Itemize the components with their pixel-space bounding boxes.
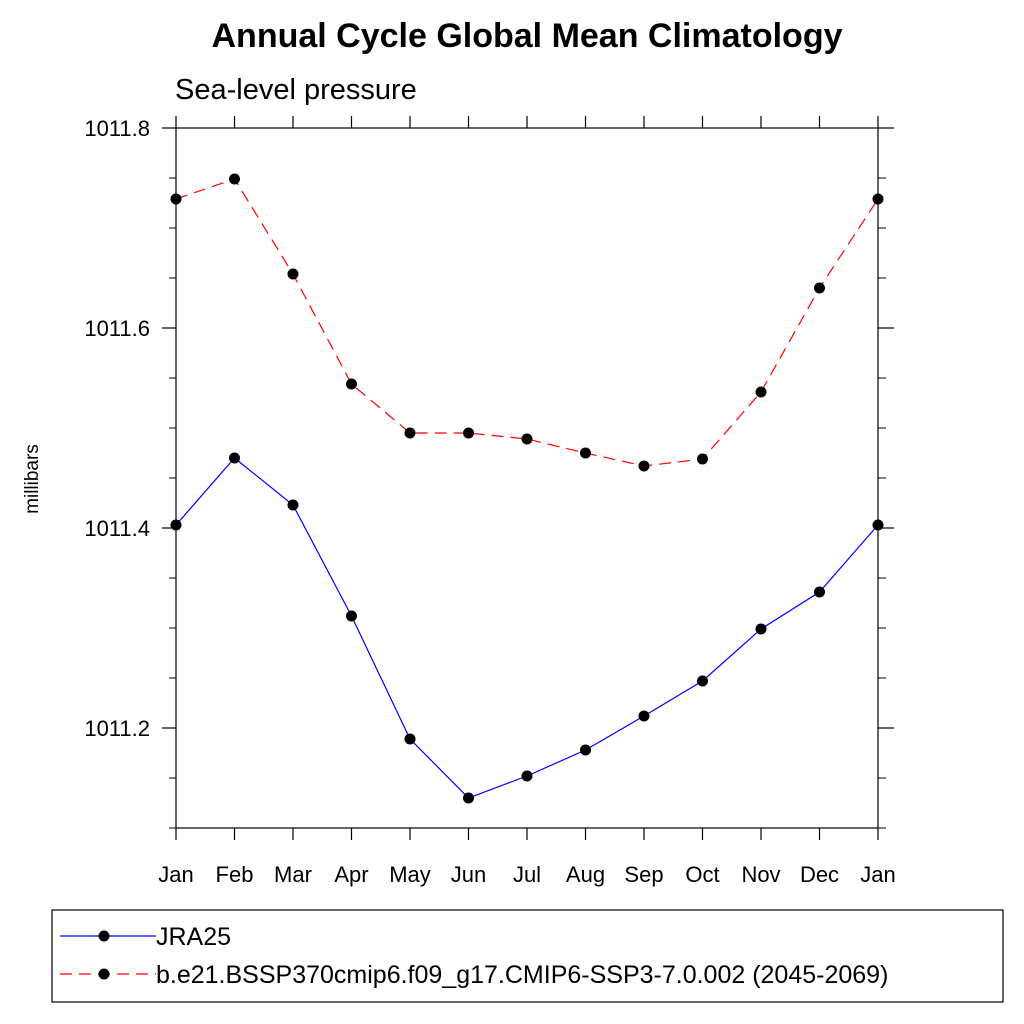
series-layer bbox=[170, 173, 884, 804]
legend-marker bbox=[98, 930, 110, 942]
chart-subtitle: Sea-level pressure bbox=[175, 74, 417, 106]
data-point bbox=[580, 447, 591, 459]
x-tick-label: May bbox=[389, 862, 431, 887]
y-tick-label: 1011.4 bbox=[84, 516, 150, 541]
data-point bbox=[697, 453, 708, 465]
data-point bbox=[638, 460, 650, 472]
chart-title: Annual Cycle Global Mean Climatology bbox=[212, 17, 843, 55]
y-tick-label: 1011.6 bbox=[84, 316, 150, 341]
x-tick-label: Sep bbox=[624, 862, 663, 887]
data-point bbox=[170, 519, 182, 531]
x-tick-labels: Jan Feb Mar Apr May Jun Jul Aug Sep Oct Nov Dec Jan bbox=[158, 862, 895, 887]
data-point bbox=[229, 452, 240, 464]
y-tick-labels: 1011.2 1011.4 1011.6 1011.8 bbox=[84, 116, 150, 741]
legend-label: b.e21.BSSP370cmip6.f09_g17.CMIP6-SSP3-7.… bbox=[156, 961, 888, 989]
data-point bbox=[872, 193, 884, 205]
data-point bbox=[755, 386, 767, 398]
x-tick-label: Dec bbox=[800, 862, 839, 887]
series-1 bbox=[170, 173, 884, 472]
x-tick-label: Oct bbox=[685, 862, 719, 887]
series-line bbox=[175, 457, 879, 799]
data-point bbox=[229, 173, 240, 185]
x-tick-label: Jan bbox=[158, 862, 193, 887]
data-point bbox=[170, 193, 182, 205]
data-point bbox=[287, 268, 299, 280]
x-tick-label: Nov bbox=[741, 862, 780, 887]
data-point bbox=[463, 792, 474, 804]
legend-marker bbox=[98, 968, 110, 980]
data-point bbox=[697, 675, 708, 687]
plot-frame bbox=[175, 127, 879, 829]
data-point bbox=[404, 427, 416, 439]
data-point bbox=[521, 433, 533, 445]
x-tick-label: Apr bbox=[334, 862, 368, 887]
legend-label: JRA25 bbox=[156, 923, 231, 951]
data-point bbox=[521, 770, 533, 782]
x-tick-label: Aug bbox=[566, 862, 605, 887]
data-point bbox=[814, 282, 825, 294]
x-tick-label: Mar bbox=[274, 862, 312, 887]
x-tick-label: Jun bbox=[451, 862, 486, 887]
data-point bbox=[346, 378, 357, 390]
x-tick-label: Jul bbox=[513, 862, 541, 887]
series-line bbox=[175, 178, 879, 467]
data-point bbox=[404, 733, 416, 745]
data-point bbox=[287, 499, 299, 511]
x-tick-label: Feb bbox=[216, 862, 254, 887]
data-point bbox=[872, 519, 884, 531]
legend: JRA25 b.e21.BSSP370cmip6.f09_g17.CMIP6-SS… bbox=[60, 923, 888, 989]
data-point bbox=[580, 744, 591, 756]
y-axis-label: millibars bbox=[22, 444, 43, 514]
legend-box bbox=[51, 909, 1004, 1003]
y-tick-label: 1011.2 bbox=[84, 716, 150, 741]
x-tick-label: Jan bbox=[860, 862, 895, 887]
data-point bbox=[463, 427, 474, 439]
axis-ticks bbox=[162, 116, 894, 840]
series-0 bbox=[170, 452, 884, 804]
data-point bbox=[638, 710, 650, 722]
y-tick-label: 1011.8 bbox=[84, 116, 150, 141]
data-point bbox=[814, 586, 825, 598]
data-point bbox=[755, 623, 767, 635]
data-point bbox=[346, 610, 357, 622]
